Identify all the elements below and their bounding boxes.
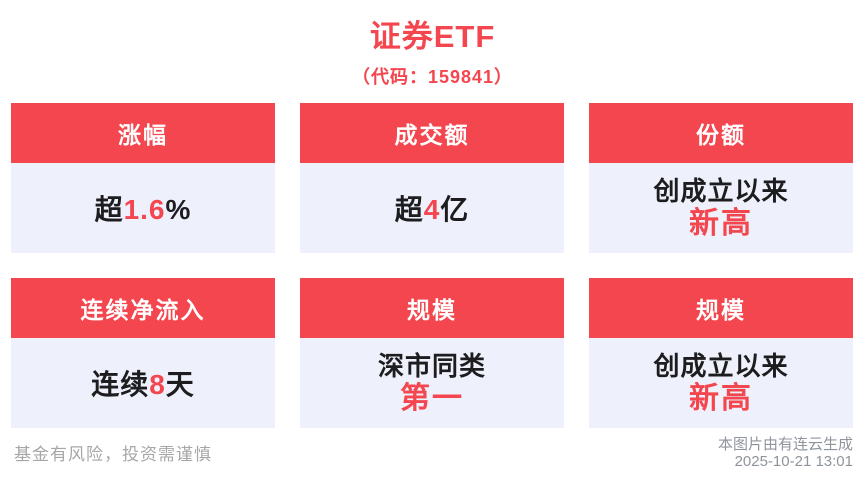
card-turnover-header: 成交额 — [300, 103, 564, 163]
card-shares-body: 创成立以来 新高 — [589, 163, 853, 253]
value-prefix: 超 — [394, 194, 424, 225]
card-scale-rank-body: 深市同类 第一 — [300, 338, 564, 428]
card-shares-header: 份额 — [589, 103, 853, 163]
card-shares-line2: 新高 — [689, 207, 753, 240]
value-number: 8 — [149, 369, 166, 400]
value-number: 4 — [423, 194, 441, 225]
card-turnover-value: 超4亿 — [395, 188, 470, 228]
card-price-change-header: 涨幅 — [11, 103, 275, 163]
value-suffix: 天 — [165, 369, 195, 400]
page-subtitle: （代码：159841） — [351, 67, 514, 87]
card-scale-high-line2: 新高 — [689, 382, 753, 415]
card-scale-rank: 规模 深市同类 第一 — [300, 278, 564, 428]
card-shares-line1: 创成立以来 — [653, 176, 789, 206]
card-scale-high: 规模 创成立以来 新高 — [589, 278, 853, 428]
value-number: 1.6 — [123, 194, 166, 225]
generator-credit-block: 本图片由有连云生成 2025-10-21 13:01 — [718, 436, 853, 470]
card-net-inflow: 连续净流入 连续8天 — [11, 278, 275, 428]
card-shares: 份额 创成立以来 新高 — [589, 103, 853, 253]
page-title: 证券ETF — [369, 19, 496, 54]
card-net-inflow-value: 连续8天 — [91, 363, 195, 403]
value-prefix: 超 — [94, 194, 124, 225]
card-turnover-body: 超4亿 — [300, 163, 564, 253]
value-suffix: % — [165, 194, 192, 225]
card-scale-rank-line1: 深市同类 — [377, 351, 486, 381]
card-net-inflow-header: 连续净流入 — [11, 278, 275, 338]
card-net-inflow-body: 连续8天 — [11, 338, 275, 428]
value-suffix: 亿 — [440, 194, 470, 225]
stat-card-grid: 涨幅 超1.6% 成交额 超4亿 份额 创成立以来 新高 连续净流入 连续8天 … — [11, 103, 853, 428]
generation-timestamp: 2025-10-21 13:01 — [734, 453, 853, 470]
card-scale-high-body: 创成立以来 新高 — [589, 338, 853, 428]
card-scale-rank-line2: 第一 — [400, 382, 464, 415]
page-header: 证券ETF （代码：159841） — [0, 0, 865, 89]
card-scale-rank-header: 规模 — [300, 278, 564, 338]
card-turnover: 成交额 超4亿 — [300, 103, 564, 253]
card-price-change-value: 超1.6% — [95, 188, 192, 228]
card-price-change: 涨幅 超1.6% — [11, 103, 275, 253]
card-price-change-body: 超1.6% — [11, 163, 275, 253]
card-scale-high-line1: 创成立以来 — [653, 351, 789, 381]
risk-disclaimer: 基金有风险，投资需谨慎 — [14, 445, 212, 464]
generator-credit: 本图片由有连云生成 — [717, 436, 853, 453]
card-scale-high-header: 规模 — [589, 278, 853, 338]
value-prefix: 连续 — [91, 369, 150, 400]
